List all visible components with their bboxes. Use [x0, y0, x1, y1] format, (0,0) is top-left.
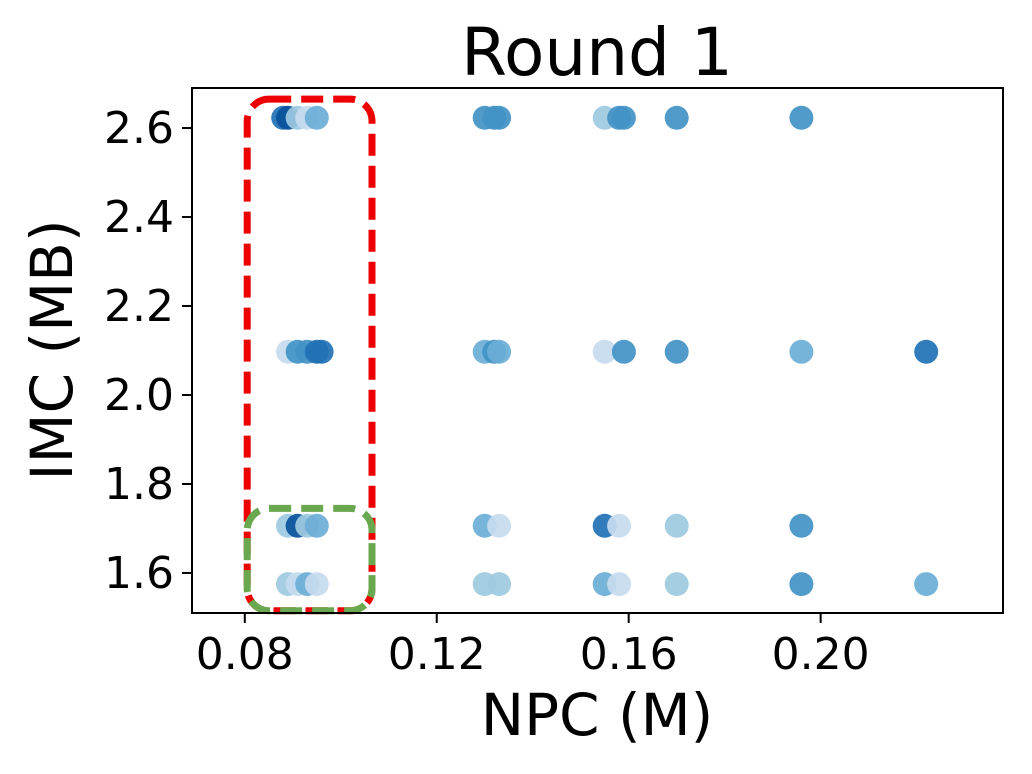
data-point	[914, 572, 939, 597]
y-axis-ticks: 1.6 1.8 2.0 2.2 2.4 2.6	[104, 103, 192, 599]
data-point	[304, 105, 329, 130]
data-point	[611, 105, 636, 130]
x-tick-label: 0.08	[196, 629, 294, 680]
data-point	[304, 513, 329, 538]
data-point	[607, 513, 632, 538]
green-dashed-highlight-box	[243, 504, 376, 615]
data-point	[487, 339, 512, 364]
y-tick-label: 1.6	[104, 548, 174, 599]
points-layer	[271, 105, 939, 597]
data-point	[914, 339, 939, 364]
data-point	[607, 572, 632, 597]
y-tick-label: 2.0	[104, 370, 174, 421]
x-tick-label: 0.20	[772, 629, 870, 680]
data-point	[304, 572, 329, 597]
plot-frame	[191, 87, 1004, 614]
data-point	[664, 339, 689, 364]
data-point	[487, 572, 512, 597]
chart-title: Round 1	[461, 14, 733, 91]
data-point	[789, 339, 814, 364]
x-tick-label: 0.12	[388, 629, 486, 680]
y-tick-label: 2.2	[104, 281, 174, 332]
data-point	[664, 105, 689, 130]
y-tick-label: 2.6	[104, 103, 174, 154]
data-point	[789, 105, 814, 130]
data-point	[592, 339, 617, 364]
y-tick-label: 1.8	[104, 459, 174, 510]
annotations-layer	[243, 95, 376, 615]
red-dashed-highlight-box	[243, 95, 376, 615]
x-axis-label: NPC (M)	[481, 681, 714, 749]
data-point	[789, 513, 814, 538]
y-tick-label: 2.4	[104, 192, 174, 243]
data-point	[611, 339, 636, 364]
x-tick-label: 0.16	[580, 629, 678, 680]
y-axis-label: IMC (MB)	[18, 219, 86, 480]
data-point	[664, 513, 689, 538]
data-point	[309, 339, 334, 364]
data-point	[487, 513, 512, 538]
x-axis-ticks: 0.08 0.12 0.16 0.20	[196, 613, 870, 680]
data-point	[664, 572, 689, 597]
data-point	[789, 572, 814, 597]
data-point	[487, 105, 512, 130]
